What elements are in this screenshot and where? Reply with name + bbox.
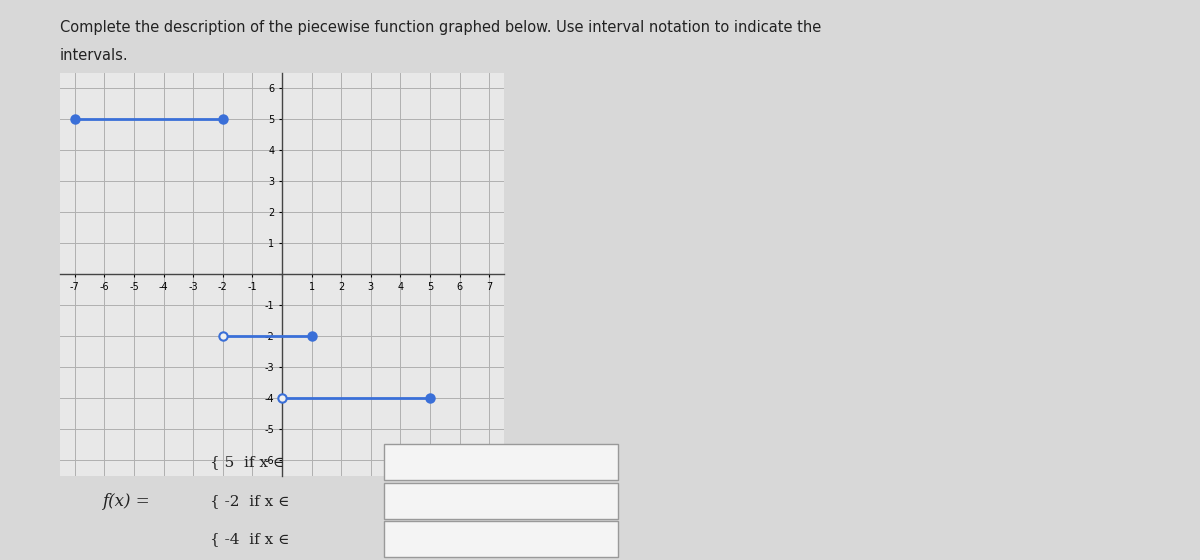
Text: { -2  if x ∈: { -2 if x ∈ bbox=[210, 494, 289, 508]
Text: Complete the description of the piecewise function graphed below. Use interval n: Complete the description of the piecewis… bbox=[60, 20, 821, 35]
Text: intervals.: intervals. bbox=[60, 48, 128, 63]
Text: f(x) =: f(x) = bbox=[102, 493, 150, 510]
Text: { -4  if x ∈: { -4 if x ∈ bbox=[210, 532, 289, 545]
Text: { 5  if x ∈: { 5 if x ∈ bbox=[210, 455, 284, 469]
